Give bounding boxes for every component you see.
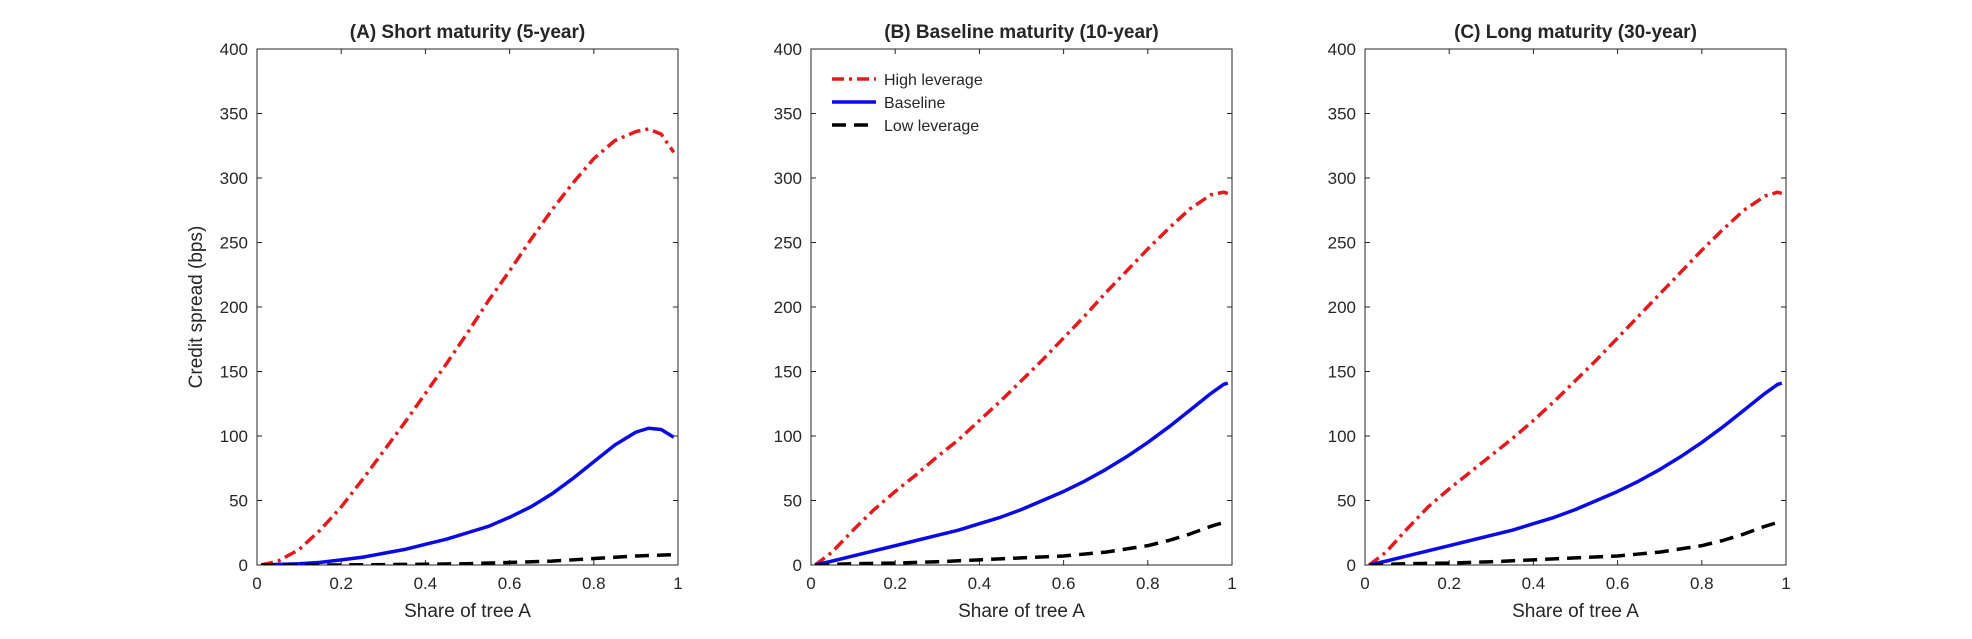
series-line-high (260, 127, 676, 565)
y-tick-label: 250 (774, 234, 802, 253)
legend-label-base: Baseline (884, 95, 945, 112)
y-tick-label: 100 (220, 427, 248, 446)
y-tick-label: 400 (1328, 40, 1356, 59)
x-tick-label: 0 (806, 574, 815, 593)
y-tick-label: 200 (1328, 298, 1356, 317)
y-tick-label: 0 (1347, 556, 1356, 575)
y-tick-label: 250 (1328, 234, 1356, 253)
y-tick-label: 50 (783, 492, 802, 511)
x-axis-label: Share of tree A (1512, 601, 1639, 622)
y-axis-label: Credit spread (bps) (186, 226, 207, 389)
x-tick-label: 0.6 (1606, 574, 1630, 593)
x-tick-label: 0.4 (1522, 574, 1546, 593)
y-tick-label: 150 (774, 363, 802, 382)
axes-box (256, 48, 679, 566)
x-axis-label: Share of tree A (958, 601, 1085, 622)
series-line-base (261, 426, 675, 565)
x-tick-label: 0.6 (498, 574, 522, 593)
y-tick-label: 200 (774, 298, 802, 317)
x-tick-label: 0.8 (1136, 574, 1160, 593)
chart-panel-1: (A) Short maturity (5-year) 0 0.2 0.4 0.6 0.8… (186, 22, 683, 622)
y-tick-label: 150 (220, 363, 248, 382)
y-tick-label: 350 (1328, 105, 1356, 124)
x-tick-label: 0 (1360, 574, 1369, 593)
y-tick-label: 250 (220, 234, 248, 253)
x-tick-label: 0.8 (582, 574, 606, 593)
y-tick-label: 100 (774, 427, 802, 446)
y-tick-label: 0 (239, 556, 248, 575)
legend-label-low: Low leverage (884, 118, 979, 135)
legend: High leverage Baseline Low leverage (832, 72, 983, 135)
x-tick-label: 0.2 (329, 574, 353, 593)
series-line-high (1368, 190, 1783, 565)
y-tick-label: 300 (220, 169, 248, 188)
y-tick-label: 0 (793, 556, 802, 575)
axes-box (810, 48, 1233, 566)
series-line-high (814, 190, 1229, 565)
chart-title: (C) Long maturity (30-year) (1454, 22, 1697, 43)
series-line-base (814, 381, 1229, 565)
x-tick-label: 1 (673, 574, 682, 593)
chart-title: (B) Baseline maturity (10-year) (884, 22, 1159, 43)
x-axis-label: Share of tree A (404, 601, 531, 622)
chart-title: (A) Short maturity (5-year) (350, 22, 585, 43)
y-tick-label: 400 (220, 40, 248, 59)
y-tick-label: 200 (220, 298, 248, 317)
y-tick-label: 50 (229, 492, 248, 511)
chart-panel-3: (C) Long maturity (30-year) 0 0.2 0.4 0.6 0.8… (1328, 22, 1791, 622)
series-line-low (261, 552, 674, 565)
y-tick-label: 150 (1328, 363, 1356, 382)
y-tick-label: 350 (220, 105, 248, 124)
x-tick-label: 0.4 (968, 574, 992, 593)
x-tick-label: 1 (1227, 574, 1236, 593)
chart-panel-2: (B) Baseline maturity (10-year) 0 0.2 0.4 0.… (774, 22, 1237, 622)
x-tick-label: 1 (1781, 574, 1790, 593)
axes-box (1364, 48, 1787, 566)
x-tick-label: 0 (252, 574, 261, 593)
x-tick-label: 0.2 (883, 574, 907, 593)
legend-label-high: High leverage (884, 72, 983, 89)
x-tick-label: 0.4 (414, 574, 438, 593)
series-line-base (1368, 381, 1783, 565)
series-line-low (1369, 519, 1783, 565)
x-tick-label: 0.8 (1690, 574, 1714, 593)
x-tick-label: 0.6 (1052, 574, 1076, 593)
x-tick-label: 0.2 (1437, 574, 1461, 593)
y-tick-label: 350 (774, 105, 802, 124)
y-tick-label: 300 (1328, 169, 1356, 188)
y-tick-label: 50 (1337, 492, 1356, 511)
y-tick-label: 100 (1328, 427, 1356, 446)
series-line-low (815, 519, 1229, 565)
y-tick-label: 400 (774, 40, 802, 59)
y-tick-label: 300 (774, 169, 802, 188)
